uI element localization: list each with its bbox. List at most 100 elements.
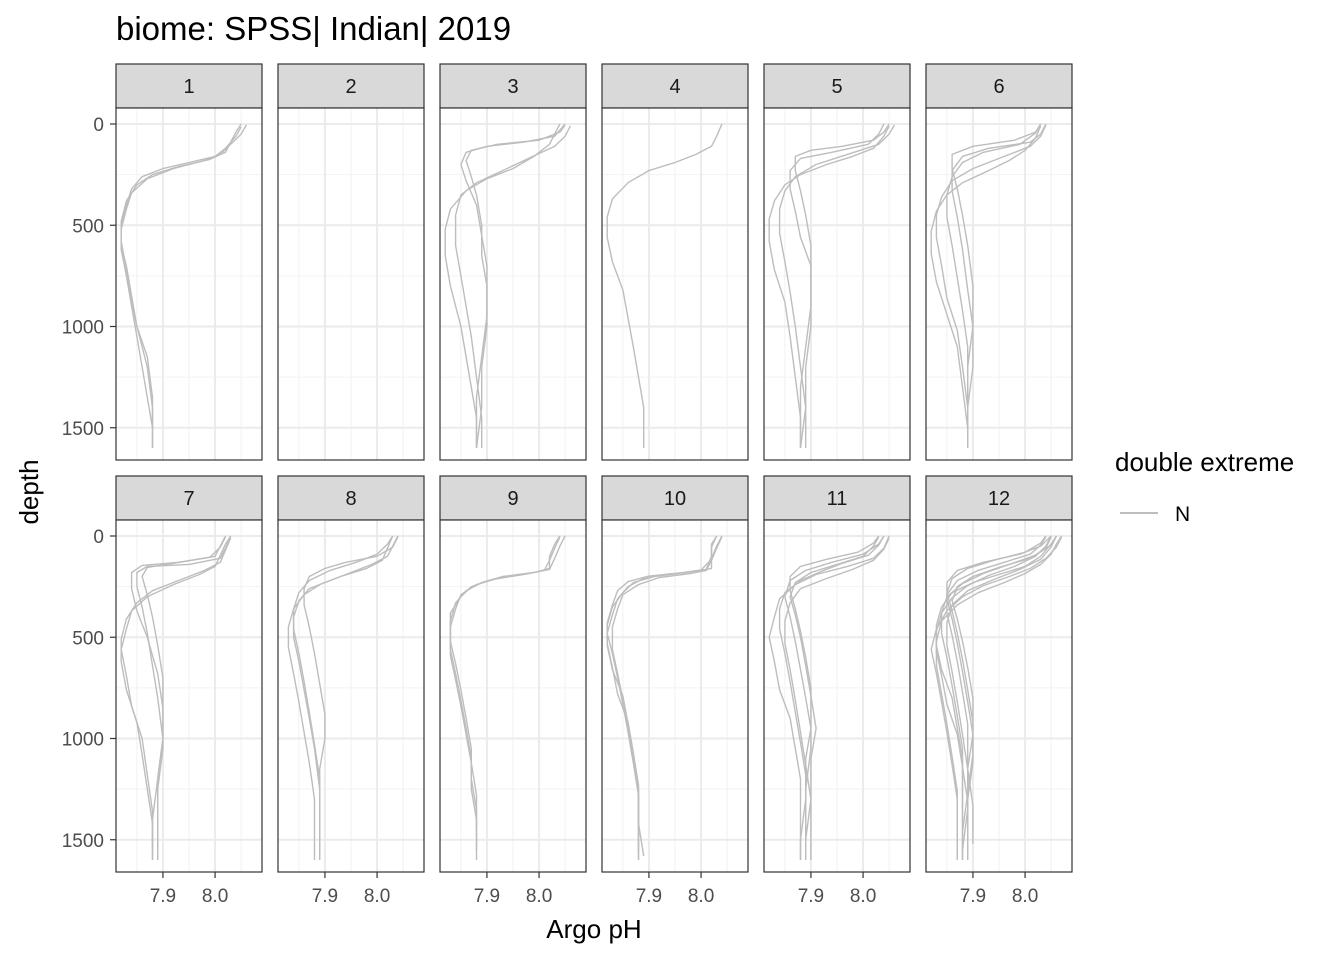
facet-strip	[277, 63, 425, 109]
y-tick-label: 500	[72, 216, 104, 237]
facet-panel-6: 6	[925, 63, 1073, 461]
panel-border	[925, 107, 1073, 461]
chart-title: biome: SPSS| Indian| 2019	[116, 10, 511, 47]
profile-line-6	[951, 536, 1052, 840]
x-tick-label: 8.0	[850, 886, 876, 907]
profile-line-5	[120, 535, 232, 850]
x-tick-label: 8.0	[202, 886, 228, 907]
facet-strip	[439, 475, 587, 521]
y-tick-label: 0	[93, 115, 104, 136]
profile-line-5	[784, 537, 890, 860]
facet-strip-label: 12	[988, 488, 1010, 510]
profile-line-4	[935, 124, 1047, 448]
panel-border	[763, 107, 911, 461]
x-tick-label: 7.9	[150, 886, 176, 907]
profile-line-1	[794, 123, 890, 449]
facet-panel-12: 12	[925, 475, 1073, 873]
facet-strip-label: 3	[507, 76, 518, 98]
profile-line-4	[606, 535, 718, 850]
panel-border	[763, 519, 911, 873]
profile-line-3	[611, 536, 723, 857]
profile-line-2	[768, 535, 890, 860]
facet-panel-9: 9	[439, 475, 587, 873]
facet-panel-1: 1	[115, 63, 263, 461]
profile-line-1	[460, 123, 566, 449]
facet-panel-10: 10	[601, 475, 749, 873]
profile-line-9	[946, 536, 1047, 832]
profile-line-3	[930, 125, 1042, 448]
profile-line-6	[789, 535, 880, 830]
y-tick-label: 1000	[62, 318, 104, 339]
facet-strip-label: 1	[183, 76, 194, 98]
y-tick-label: 1500	[62, 419, 104, 440]
profile-line-1	[951, 123, 1042, 448]
profile-line-4	[454, 125, 572, 448]
profile-line-3	[444, 123, 561, 448]
x-tick-label: 8.0	[526, 886, 552, 907]
facet-strip-label: 4	[669, 76, 680, 98]
facet-strip	[115, 475, 263, 521]
facet-strip-label: 10	[664, 488, 686, 510]
facet-strip	[601, 475, 749, 521]
facet-panel-4: 4	[601, 63, 749, 461]
profile-line-1	[120, 126, 242, 448]
facet-strip-label: 5	[831, 76, 842, 98]
profile-line-4	[141, 536, 227, 860]
y-tick-label: 1500	[62, 831, 104, 852]
panel-border	[601, 107, 749, 461]
facet-panel-8: 8	[277, 475, 425, 873]
x-axis-title: Argo pH	[546, 914, 641, 944]
facet-strip	[925, 475, 1073, 521]
x-tick-label: 8.0	[364, 886, 390, 907]
profile-line-3	[768, 125, 890, 448]
facet-panel-3: 3	[439, 63, 587, 461]
facet-strip-label: 8	[345, 488, 356, 510]
profile-line-3	[120, 537, 232, 860]
profile-line-4	[946, 535, 1047, 860]
x-tick-label: 7.9	[636, 886, 662, 907]
facet-strip-label: 6	[993, 76, 1004, 98]
facet-panel-11: 11	[763, 475, 911, 873]
profile-line-7	[935, 535, 1063, 860]
profile-line-3	[120, 123, 242, 428]
profile-line-4	[778, 535, 885, 850]
y-tick-label: 500	[72, 628, 104, 649]
panel-border	[115, 519, 263, 873]
x-tick-label: 7.9	[798, 886, 824, 907]
profile-line-8	[935, 535, 1052, 860]
y-axis-title: depth	[14, 459, 44, 524]
facet-strip	[439, 63, 587, 109]
facet-strip	[115, 63, 263, 109]
facet-panel-5: 5	[763, 63, 911, 461]
profile-line-2	[120, 124, 248, 448]
profile-line-2	[789, 123, 885, 448]
y-tick-label: 1000	[62, 730, 104, 751]
panel-border	[439, 107, 587, 461]
profile-line-2	[465, 124, 566, 448]
facet-panel-2: 2	[277, 63, 425, 461]
legend-title: double extreme	[1115, 447, 1294, 477]
panel-border	[277, 519, 425, 873]
facet-strip-label: 7	[183, 488, 194, 510]
profile-line-4	[778, 124, 896, 448]
profile-line-3	[449, 536, 561, 830]
facet-strip-label: 11	[827, 488, 848, 510]
facet-strip	[277, 475, 425, 521]
panel-border	[115, 107, 263, 461]
x-tick-label: 8.0	[1012, 886, 1038, 907]
profile-line-1	[606, 123, 723, 448]
profile-line-5	[946, 123, 1042, 428]
profile-line-2	[287, 535, 394, 860]
profile-line-4	[292, 535, 394, 860]
x-tick-label: 7.9	[960, 886, 986, 907]
facet-strip	[763, 63, 911, 109]
panel-border	[601, 519, 749, 873]
legend-label-n: N	[1175, 503, 1190, 526]
y-tick-label: 0	[93, 527, 104, 548]
facet-strip-label: 9	[507, 488, 518, 510]
facet-strip	[601, 63, 749, 109]
profile-line-2	[951, 123, 1047, 448]
facet-panel-7: 7	[115, 475, 263, 873]
profile-line-3	[303, 536, 399, 850]
